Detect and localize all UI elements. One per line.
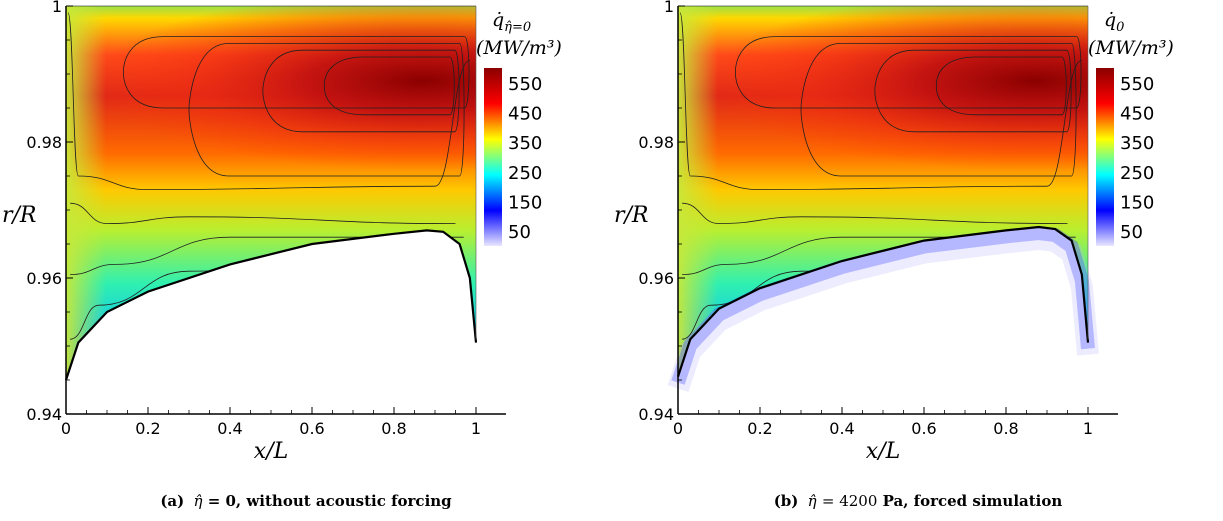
contour-line: [67, 12, 470, 191]
y-tick-label: 1: [52, 0, 62, 16]
chart-panel-b: 0 0.2 0.4 0.6 0.8 1 0.94 0.96 0.98 1 x/L r/R q̇0 (MW/…: [612, 0, 1223, 521]
colorbar-title-subscript: 0: [1116, 20, 1124, 35]
x-tick-label: 0: [61, 419, 71, 438]
colorbar-tick-label: 50: [508, 222, 531, 243]
forcing-blue-band: [671, 225, 1095, 385]
caption-b-label: (b): [773, 492, 799, 510]
contour-ring: [800, 43, 1077, 177]
hot-core: [678, 6, 1088, 377]
colorbar-units: (MW/m³): [476, 37, 562, 59]
colorbar-units: (MW/m³): [1088, 37, 1174, 59]
x-tick-label: 0: [673, 419, 683, 438]
caption-b: (b) η̂ = 4200 Pa, forced simulation: [612, 492, 1223, 510]
contour-lines: [679, 12, 1082, 340]
hot-core: [66, 6, 476, 380]
colorbar-tick-label: 150: [1120, 193, 1154, 214]
chart-panel-a: 0 0.2 0.4 0.6 0.8 1 0.94 0.96 0.98 1 x/L r/R q̇η̂=0(…: [0, 0, 612, 510]
caption-a-symbol: η̂: [193, 492, 203, 510]
x-tick-label: 0.2: [747, 419, 772, 438]
colorbar: [484, 68, 502, 246]
colorbar-tick-label: 550: [508, 74, 542, 95]
caption-b-unit: Pa, forced simulation: [882, 492, 1063, 510]
colorbar-tick-label: 350: [1120, 133, 1154, 154]
x-tick-label: 0.4: [217, 419, 242, 438]
contour-ring: [122, 36, 470, 109]
caption-a: (a) η̂ = 0, without acoustic forcing: [0, 492, 612, 510]
y-tick-label: 0.98: [638, 133, 674, 152]
colorbar-tick-label: 250: [508, 163, 542, 184]
colorbar-tick-label: 350: [508, 133, 542, 154]
y-tick-label: 0.96: [26, 269, 62, 288]
colorbar: [1096, 68, 1114, 246]
colorbar-tick-label: 50: [1120, 222, 1143, 243]
contour-ring: [734, 36, 1082, 109]
y-tick-label: 0.96: [638, 269, 674, 288]
x-axis-label: x/L: [866, 439, 900, 464]
x-tick-label: 0.2: [135, 419, 160, 438]
colorbar-tick-label: 550: [1120, 74, 1154, 95]
contour-ring: [323, 56, 455, 116]
x-tick-label: 0.8: [381, 419, 406, 438]
x-tick-label: 0.8: [993, 419, 1018, 438]
colorbar-title: q̇0: [1104, 9, 1124, 35]
heatmap-chart-b: 0 0.2 0.4 0.6 0.8 1 0.94 0.96 0.98 1 x/L r/R q̇0(MW/…: [614, 0, 1174, 464]
heatmap-field: [678, 6, 1088, 377]
flame-base-boundary: [64, 229, 478, 381]
caption-a-text: = 0, without acoustic forcing: [207, 492, 452, 510]
heatmap-field: [66, 6, 476, 380]
caption-a-label: (a): [160, 492, 185, 510]
contour-ring: [935, 56, 1067, 116]
x-tick-label: 1: [1083, 419, 1093, 438]
flame-base-boundary: [676, 225, 1090, 377]
colorbar-tick-label: 450: [508, 104, 542, 125]
x-axis-label: x/L: [254, 439, 288, 464]
x-tick-label: 0.6: [911, 419, 936, 438]
caption-b-symbol: η̂: [807, 492, 817, 510]
contour-line: [679, 12, 1082, 191]
y-axis-label: r/R: [2, 203, 37, 228]
heatmap-chart-a: 0 0.2 0.4 0.6 0.8 1 0.94 0.96 0.98 1 x/L r/R q̇η̂=0(…: [2, 0, 562, 464]
x-tick-label: 1: [471, 419, 481, 438]
x-tick-label: 0.6: [299, 419, 324, 438]
y-tick-label: 0.94: [26, 405, 62, 424]
y-tick-label: 0.94: [638, 405, 674, 424]
colorbar-tick-label: 250: [1120, 163, 1154, 184]
colorbar-tick-label: 150: [508, 193, 542, 214]
colorbar-tick-label: 450: [1120, 104, 1154, 125]
caption-b-value: = 4200: [821, 492, 878, 510]
y-tick-label: 0.98: [26, 133, 62, 152]
contour-ring: [874, 49, 1072, 133]
contour-line: [70, 202, 456, 225]
contour-ring: [262, 49, 460, 133]
contour-line: [682, 202, 1068, 225]
colorbar-title-subscript: η̂=0: [504, 20, 531, 35]
contour-ring: [188, 43, 465, 177]
x-tick-label: 0.4: [829, 419, 854, 438]
forcing-halo: [667, 227, 1099, 393]
colorbar-title: q̇η̂=0: [492, 9, 531, 35]
y-tick-label: 1: [664, 0, 674, 16]
y-axis-label: r/R: [614, 203, 649, 228]
